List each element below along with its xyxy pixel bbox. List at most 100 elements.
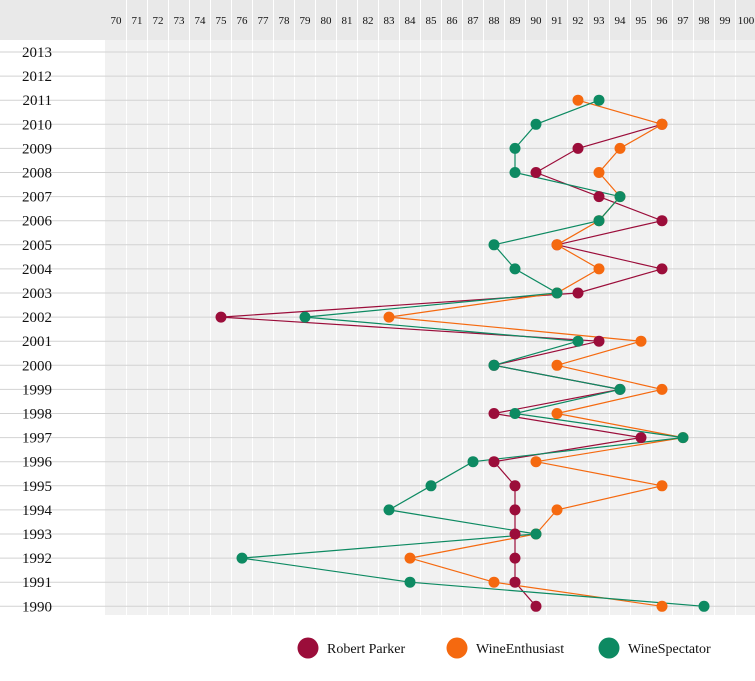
data-point <box>530 600 542 612</box>
x-tick-label: 78 <box>279 15 291 27</box>
y-tick-label: 2001 <box>22 334 52 350</box>
x-tick-label: 88 <box>489 15 501 27</box>
x-tick-label: 93 <box>594 15 606 27</box>
data-point <box>593 191 605 203</box>
data-point <box>614 383 626 395</box>
y-tick-label: 2003 <box>22 286 52 302</box>
data-point <box>530 118 542 130</box>
x-tick-label: 96 <box>657 15 669 27</box>
data-point <box>404 576 416 588</box>
data-point <box>593 263 605 275</box>
y-tick-label: 1990 <box>22 599 52 615</box>
x-tick-label: 73 <box>174 15 186 27</box>
data-point <box>488 456 500 468</box>
header-background <box>0 0 755 40</box>
data-point <box>656 383 668 395</box>
data-point <box>551 504 563 516</box>
y-axis-tick-labels: 2013 2012 2011 2010 2009 2008 2007 2006 2005 2004… <box>22 45 53 615</box>
data-point <box>299 311 311 323</box>
y-tick-label: 2013 <box>22 45 52 61</box>
data-point <box>698 600 710 612</box>
x-tick-label: 75 <box>216 15 228 27</box>
data-point <box>614 191 626 203</box>
x-tick-label: 94 <box>615 15 627 27</box>
x-tick-label: 85 <box>426 15 438 27</box>
y-tick-label: 2009 <box>22 141 52 157</box>
x-tick-label: 81 <box>342 15 353 27</box>
legend-label: Robert Parker <box>327 642 405 657</box>
data-point <box>383 504 395 516</box>
y-tick-label: 2011 <box>23 93 52 109</box>
legend: Robert Parker WineEnthusiast WineSpectator <box>297 637 711 659</box>
x-tick-label: 74 <box>195 15 207 27</box>
data-point <box>572 287 584 299</box>
data-point <box>425 480 437 492</box>
data-point <box>593 335 605 347</box>
data-point <box>656 215 668 227</box>
data-point <box>509 552 521 564</box>
data-point <box>509 504 521 516</box>
data-point <box>551 239 563 251</box>
data-point <box>488 239 500 251</box>
data-point <box>509 408 521 419</box>
data-point <box>509 528 521 540</box>
x-tick-label: 77 <box>258 15 270 27</box>
data-point <box>656 480 668 492</box>
y-tick-label: 2000 <box>22 358 52 374</box>
y-tick-label: 1997 <box>22 431 53 447</box>
data-point <box>530 528 542 540</box>
x-tick-label: 91 <box>552 15 563 27</box>
data-point <box>509 142 521 154</box>
x-tick-label: 84 <box>405 15 417 27</box>
x-tick-label: 86 <box>447 15 459 27</box>
y-tick-label: 2007 <box>22 190 53 206</box>
data-point <box>572 142 584 154</box>
plot-left-band <box>0 40 105 615</box>
x-tick-label: 82 <box>363 15 374 27</box>
data-point <box>593 94 605 106</box>
data-point <box>677 432 689 444</box>
data-point <box>593 215 605 227</box>
x-tick-label: 97 <box>678 15 690 27</box>
data-point <box>509 576 521 588</box>
data-point <box>488 408 500 419</box>
data-point <box>488 576 500 588</box>
data-point <box>215 311 227 323</box>
y-tick-label: 2006 <box>22 214 53 230</box>
x-tick-label: 83 <box>384 15 396 27</box>
data-point <box>656 263 668 275</box>
x-tick-label: 87 <box>468 15 480 27</box>
series-line <box>241 99 705 607</box>
y-tick-label: 2005 <box>22 238 52 254</box>
data-point <box>530 167 542 178</box>
y-tick-label: 1996 <box>22 455 53 471</box>
x-tick-label: 80 <box>321 15 333 27</box>
data-point <box>551 408 563 419</box>
x-tick-label: 95 <box>636 15 648 27</box>
y-tick-label: 1995 <box>22 479 52 495</box>
y-gridlines <box>0 51 755 607</box>
y-tick-label: 2008 <box>22 166 52 182</box>
x-tick-label: 100 <box>738 15 755 27</box>
y-tick-label: 2002 <box>22 310 52 326</box>
data-point <box>572 335 584 347</box>
y-tick-label: 1993 <box>22 527 52 543</box>
data-point <box>467 456 479 468</box>
data-point <box>635 335 647 347</box>
x-tick-label: 79 <box>300 15 312 27</box>
legend-label: WineEnthusiast <box>476 642 564 657</box>
data-point <box>593 167 605 178</box>
y-tick-label: 2010 <box>22 117 52 133</box>
x-tick-label: 76 <box>237 15 249 27</box>
x-tick-label: 98 <box>699 15 711 27</box>
data-point <box>614 142 626 154</box>
data-point <box>404 552 416 564</box>
data-point <box>635 432 647 444</box>
y-tick-label: 2004 <box>22 262 53 278</box>
data-point <box>572 94 584 106</box>
x-tick-label: 92 <box>573 15 584 27</box>
y-tick-label: 1999 <box>22 382 52 398</box>
data-point <box>488 359 500 371</box>
data-point <box>509 263 521 275</box>
